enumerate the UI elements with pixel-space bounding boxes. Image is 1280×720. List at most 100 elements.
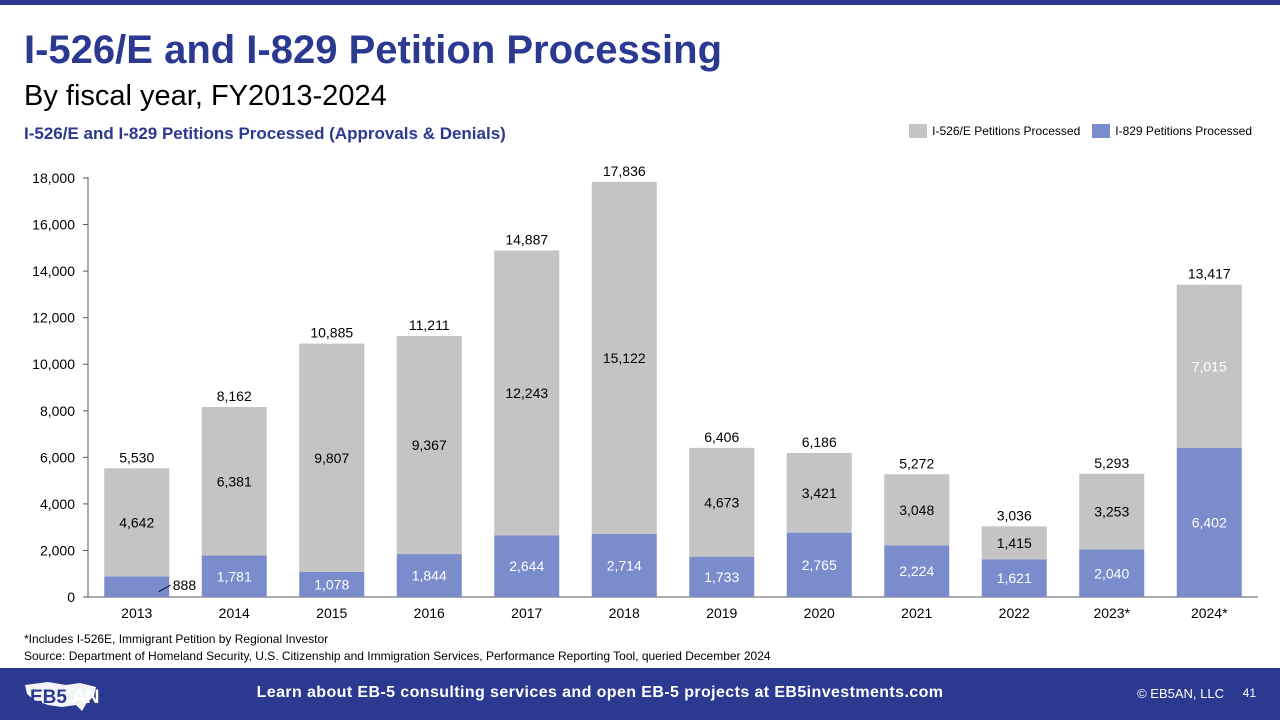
data-label-i829: 1,844 <box>412 568 447 584</box>
x-tick-label: 2018 <box>609 605 640 621</box>
x-tick-label: 2014 <box>219 605 250 621</box>
y-tick-label: 14,000 <box>32 263 75 279</box>
bar-i526 <box>591 181 657 534</box>
data-label-total: 13,417 <box>1188 266 1231 282</box>
data-label-i829: 1,078 <box>314 576 349 592</box>
data-label-total: 8,162 <box>217 388 252 404</box>
data-label-total: 11,211 <box>409 317 450 333</box>
y-tick-label: 4,000 <box>40 496 75 512</box>
data-label-total: 5,272 <box>899 455 934 471</box>
bar-i526 <box>1079 473 1145 550</box>
source-note: Source: Department of Homeland Security,… <box>24 649 771 663</box>
top-accent-bar <box>0 0 1280 5</box>
svg-text:EB5: EB5 <box>30 687 67 708</box>
legend-label-i829: I-829 Petitions Processed <box>1115 124 1252 138</box>
x-tick-label: 2013 <box>121 605 152 621</box>
data-label-i526: 1,415 <box>997 535 1032 551</box>
bar-i526 <box>494 250 560 536</box>
bar-i526 <box>981 526 1047 560</box>
bar-i526 <box>104 468 170 577</box>
data-label-total: 14,887 <box>505 231 548 247</box>
footer-bar: EB5 AN Learn about EB-5 consulting servi… <box>0 668 1280 720</box>
bar-i829 <box>1176 447 1242 597</box>
data-label-i526: 9,367 <box>412 437 447 453</box>
bar-i829 <box>689 556 755 597</box>
bar-i829 <box>201 555 267 597</box>
chart-title: I-526/E and I-829 Petitions Processed (A… <box>24 124 506 143</box>
data-label-i526: 6,381 <box>217 473 252 489</box>
data-label-total: 6,186 <box>802 434 837 450</box>
data-label-i829: 2,224 <box>899 563 934 579</box>
x-tick-label: 2016 <box>414 605 445 621</box>
legend-label-i526: I-526/E Petitions Processed <box>932 124 1081 138</box>
data-label-i526: 3,048 <box>899 502 934 518</box>
y-tick-label: 6,000 <box>40 449 75 465</box>
stacked-bar-chart: 0 2,000 4,000 6,000 8,000 10,000 12,000 14,000 1… <box>32 163 1258 621</box>
bar-i526 <box>689 447 755 557</box>
data-label-i829: 2,644 <box>509 558 544 574</box>
bar-i829 <box>299 571 365 597</box>
data-label-i526: 3,421 <box>802 485 837 501</box>
chart-legend: I-526/E Petitions Processed I-829 Petiti… <box>897 124 1252 138</box>
x-tick-label: 2017 <box>511 605 542 621</box>
bar-i829 <box>884 545 950 597</box>
y-tick-label: 8,000 <box>40 403 75 419</box>
y-tick-label: 16,000 <box>32 217 75 233</box>
bar-i829 <box>494 535 560 597</box>
page-subtitle: By fiscal year, FY2013-2024 <box>24 80 387 112</box>
data-label-i526: 4,673 <box>704 494 739 510</box>
x-tick-label: 2024* <box>1191 605 1228 621</box>
bar-i526 <box>1176 284 1242 448</box>
data-label-total: 3,036 <box>997 507 1032 523</box>
data-label-i829: 2,040 <box>1094 565 1129 581</box>
bar-i526 <box>396 336 462 555</box>
data-label-total: 10,885 <box>310 325 353 341</box>
legend-item-i829: I-829 Petitions Processed <box>1092 124 1252 138</box>
footnote: *Includes I-526E, Immigrant Petition by … <box>24 632 329 646</box>
data-label-i829: 1,621 <box>997 570 1032 586</box>
data-label-i829: 2,714 <box>607 557 642 573</box>
data-label-total: 5,530 <box>119 449 154 465</box>
x-tick-label: 2020 <box>804 605 835 621</box>
x-tick-label: 2021 <box>901 605 932 621</box>
data-label-total: 17,836 <box>603 163 646 179</box>
y-tick-label: 2,000 <box>40 542 75 558</box>
page-title: I-526/E and I-829 Petition Processing <box>24 28 723 72</box>
bar-i829 <box>1079 549 1145 597</box>
page-number: 41 <box>1242 686 1256 700</box>
bar-i829 <box>104 576 170 597</box>
data-label-i829: 1,781 <box>217 568 252 584</box>
eb5an-logo: EB5 AN <box>25 682 99 711</box>
data-label-i829: 6,402 <box>1192 514 1227 530</box>
data-label-i829: 2,765 <box>802 557 837 573</box>
data-label-i526: 7,015 <box>1192 358 1227 374</box>
y-tick-label: 0 <box>67 589 75 605</box>
x-tick-label: 2022 <box>999 605 1030 621</box>
legend-item-i526: I-526/E Petitions Processed <box>909 124 1080 138</box>
x-tick-label: 2015 <box>316 605 347 621</box>
data-label-i526: 9,807 <box>314 450 349 466</box>
bar-i829 <box>786 532 852 597</box>
legend-swatch-i526 <box>909 124 928 138</box>
footer-cta: Learn about EB-5 consulting services and… <box>256 684 944 701</box>
x-tick-label: 2023* <box>1093 605 1130 621</box>
logo-text-an: AN <box>72 687 99 708</box>
bar-i829 <box>396 554 462 597</box>
data-label-i526: 3,253 <box>1094 504 1129 520</box>
bar-i829 <box>981 559 1047 597</box>
bar-i526 <box>786 453 852 533</box>
bar-i526 <box>201 407 267 556</box>
data-label-i526: 4,642 <box>119 514 154 530</box>
data-label-i526: 12,243 <box>505 385 548 401</box>
y-tick-label: 12,000 <box>32 310 75 326</box>
data-label-leader <box>158 584 171 593</box>
data-label-total: 5,293 <box>1094 455 1129 471</box>
bar-i829 <box>591 533 657 597</box>
data-label-i526: 15,122 <box>603 350 646 366</box>
legend-swatch-i829 <box>1092 124 1111 138</box>
data-label-i829: 1,733 <box>704 569 739 585</box>
bar-i526 <box>884 474 950 546</box>
data-label-i829: 888 <box>173 577 197 593</box>
y-tick-label: 10,000 <box>32 356 75 372</box>
y-tick-label: 18,000 <box>32 170 75 186</box>
